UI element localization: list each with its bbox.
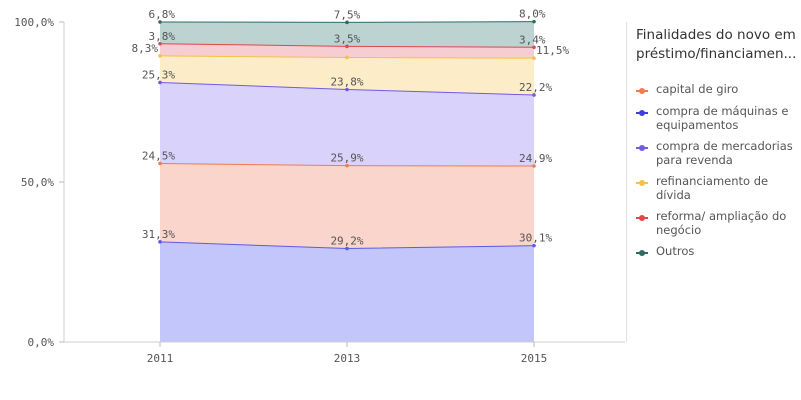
data-point[interactable]	[532, 164, 536, 168]
legend-swatch-icon	[636, 247, 648, 259]
area-1[interactable]	[160, 163, 534, 249]
data-label: 31,3%	[142, 228, 175, 241]
legend-item[interactable]: reforma/ ampliação do negócio	[636, 209, 798, 237]
data-point[interactable]	[158, 20, 162, 24]
y-tick-label: 50,0%	[21, 176, 54, 189]
stacked-area-chart: 0,0% 50,0% 100,0% 2011 2013 2015 31,3% 29,2% 30…	[14, 8, 625, 365]
legend-label: Outros	[656, 244, 695, 258]
chart-axes: 0,0% 50,0% 100,0% 2011 2013 2015	[14, 16, 625, 365]
data-point[interactable]	[532, 93, 536, 97]
legend-swatch-icon	[636, 177, 648, 189]
data-label: 8,0%	[519, 8, 546, 21]
legend: Finalidades do novo em préstimo/financia…	[626, 22, 798, 342]
data-point[interactable]	[345, 163, 349, 168]
data-label: 22,2%	[519, 81, 552, 94]
legend-swatch-icon	[636, 212, 648, 224]
data-point[interactable]	[158, 161, 162, 166]
data-point[interactable]	[345, 44, 349, 49]
data-label: 30,1%	[519, 232, 552, 245]
data-label: 11,5%	[536, 44, 569, 57]
data-point[interactable]	[345, 246, 349, 251]
chart-series-lines	[158, 19, 536, 251]
area-5[interactable]	[160, 21, 534, 48]
data-label: 3,8%	[149, 30, 176, 43]
area-4[interactable]	[160, 43, 534, 59]
legend-label: refinanciamento de dívida	[656, 174, 769, 202]
legend-label: capital de giro	[656, 82, 739, 96]
chart-areas	[160, 21, 534, 342]
legend-item[interactable]: compra de máquinas e equipamentos	[636, 104, 798, 132]
data-label: 23,8%	[330, 76, 363, 89]
data-label: 24,9%	[519, 152, 552, 165]
data-point[interactable]	[158, 240, 162, 244]
legend-title[interactable]: Finalidades do novo em préstimo/financia…	[636, 27, 797, 62]
data-label: 3,5%	[334, 32, 361, 45]
legend-item[interactable]: refinanciamento de dívida	[636, 174, 798, 202]
legend-swatch-icon	[636, 107, 648, 119]
area-0[interactable]	[160, 241, 534, 342]
area-3[interactable]	[160, 55, 534, 95]
legend-swatch-icon	[636, 85, 648, 97]
data-point[interactable]	[158, 41, 162, 46]
data-label: 6,8%	[149, 8, 176, 21]
data-point[interactable]	[345, 55, 349, 60]
data-label: 25,9%	[330, 152, 363, 165]
legend-label: compra de mercadorias para revenda	[656, 139, 793, 167]
data-label: 29,2%	[330, 235, 363, 248]
legend-items: capital de giro compra de máquinas e equi…	[636, 82, 798, 259]
data-label: 8,3%	[132, 42, 159, 55]
x-tick-label: 2011	[147, 352, 174, 365]
area-2[interactable]	[160, 82, 534, 166]
data-point[interactable]	[532, 243, 536, 248]
data-label: 24,5%	[142, 149, 175, 162]
legend-item[interactable]: capital de giro	[636, 82, 798, 97]
data-point[interactable]	[158, 54, 162, 58]
data-label: 25,3%	[142, 68, 175, 81]
legend-item[interactable]: compra de mercadorias para revenda	[636, 139, 798, 167]
legend-item[interactable]: Outros	[636, 244, 798, 259]
data-point[interactable]	[345, 20, 349, 25]
data-point[interactable]	[532, 19, 536, 24]
y-tick-label: 0,0%	[28, 336, 55, 349]
legend-label: reforma/ ampliação do negócio	[656, 209, 787, 237]
data-point[interactable]	[345, 87, 349, 92]
legend-label: compra de máquinas e equipamentos	[656, 104, 789, 132]
y-tick-label: 100,0%	[14, 16, 54, 29]
x-tick-label: 2015	[521, 352, 548, 365]
data-point[interactable]	[532, 45, 536, 50]
legend-swatch-icon	[636, 142, 648, 154]
x-tick-label: 2013	[334, 352, 361, 365]
data-point[interactable]	[532, 56, 536, 60]
data-point[interactable]	[158, 80, 162, 85]
data-label: 7,5%	[334, 8, 361, 21]
chart-data-labels: 31,3% 29,2% 30,1% 24,5% 25,9% 24,9% 25,3% 23,8%…	[132, 8, 570, 248]
data-label: 3,4%	[519, 33, 546, 46]
